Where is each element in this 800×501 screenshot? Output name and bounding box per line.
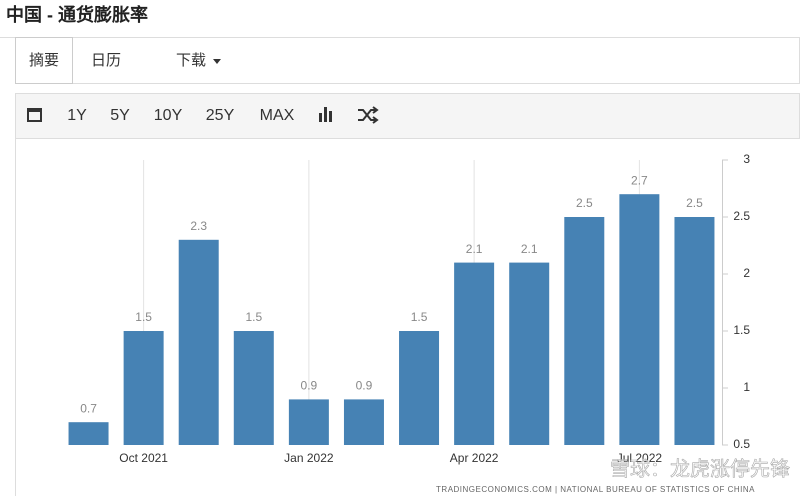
bar: [178, 239, 219, 445]
bar-icon[interactable]: [319, 107, 332, 122]
bar: [674, 217, 715, 445]
y-tick-label: 1: [743, 380, 750, 394]
bar: [619, 194, 660, 445]
data-label: 0.9: [301, 379, 318, 393]
tab[interactable]: 下载: [176, 52, 206, 69]
x-tick-label: Oct 2021: [119, 451, 168, 465]
bar: [509, 262, 550, 445]
bar: [288, 399, 329, 445]
bar: [343, 399, 384, 445]
shuffle-icon[interactable]: [358, 106, 379, 124]
data-label: 1.5: [245, 310, 262, 324]
tab[interactable]: 日历: [91, 52, 121, 69]
tab-active: [15, 37, 73, 84]
bar: [564, 217, 605, 445]
dropdown-caret[interactable]: [213, 59, 221, 64]
data-label: 2.5: [576, 196, 593, 210]
data-label: 1.5: [411, 310, 428, 324]
watermark: 雪球：龙虎涨停先锋: [610, 457, 790, 480]
data-label: 2.3: [190, 219, 207, 233]
range-button[interactable]: 25Y: [206, 107, 235, 124]
bar: [233, 331, 274, 445]
source: TRADINGECONOMICS.COM | NATIONAL BUREAU O…: [436, 485, 755, 494]
data-label: 1.5: [135, 310, 152, 324]
y-tick-label: 0.5: [733, 437, 750, 451]
x-tick-label: Jan 2022: [284, 451, 334, 465]
bar-icon-bar[interactable]: [319, 113, 322, 122]
data-label: 0.7: [80, 401, 97, 415]
range-button[interactable]: 5Y: [110, 107, 130, 124]
calendar-icon-face[interactable]: [29, 112, 40, 120]
y-tick-label: 2.5: [733, 209, 750, 223]
range-button[interactable]: MAX: [260, 107, 295, 124]
bar: [399, 331, 440, 445]
calendar-icon[interactable]: [27, 108, 42, 122]
bar: [123, 331, 164, 445]
data-label: 2.1: [466, 242, 483, 256]
bar: [454, 262, 495, 445]
data-label: 0.9: [356, 379, 373, 393]
bar: [68, 422, 109, 445]
page-title: 中国 - 通货膨胀率: [6, 4, 148, 25]
data-label: 2.7: [631, 173, 648, 187]
x-tick-label: Jul 2022: [617, 451, 663, 465]
bar-icon-bar[interactable]: [324, 107, 327, 122]
tab[interactable]: 摘要: [29, 51, 59, 69]
range-button[interactable]: 10Y: [154, 107, 183, 124]
tab-bar: [15, 37, 800, 84]
data-label: 2.1: [521, 242, 538, 256]
y-tick-label: 2: [743, 266, 750, 280]
toolbar: [15, 93, 800, 139]
range-button[interactable]: 1Y: [67, 107, 87, 124]
x-tick-label: Apr 2022: [450, 451, 499, 465]
data-label: 2.5: [686, 196, 703, 210]
y-tick-label: 3: [743, 152, 750, 166]
bar-icon-bar[interactable]: [329, 111, 332, 122]
y-tick-label: 1.5: [733, 323, 750, 337]
